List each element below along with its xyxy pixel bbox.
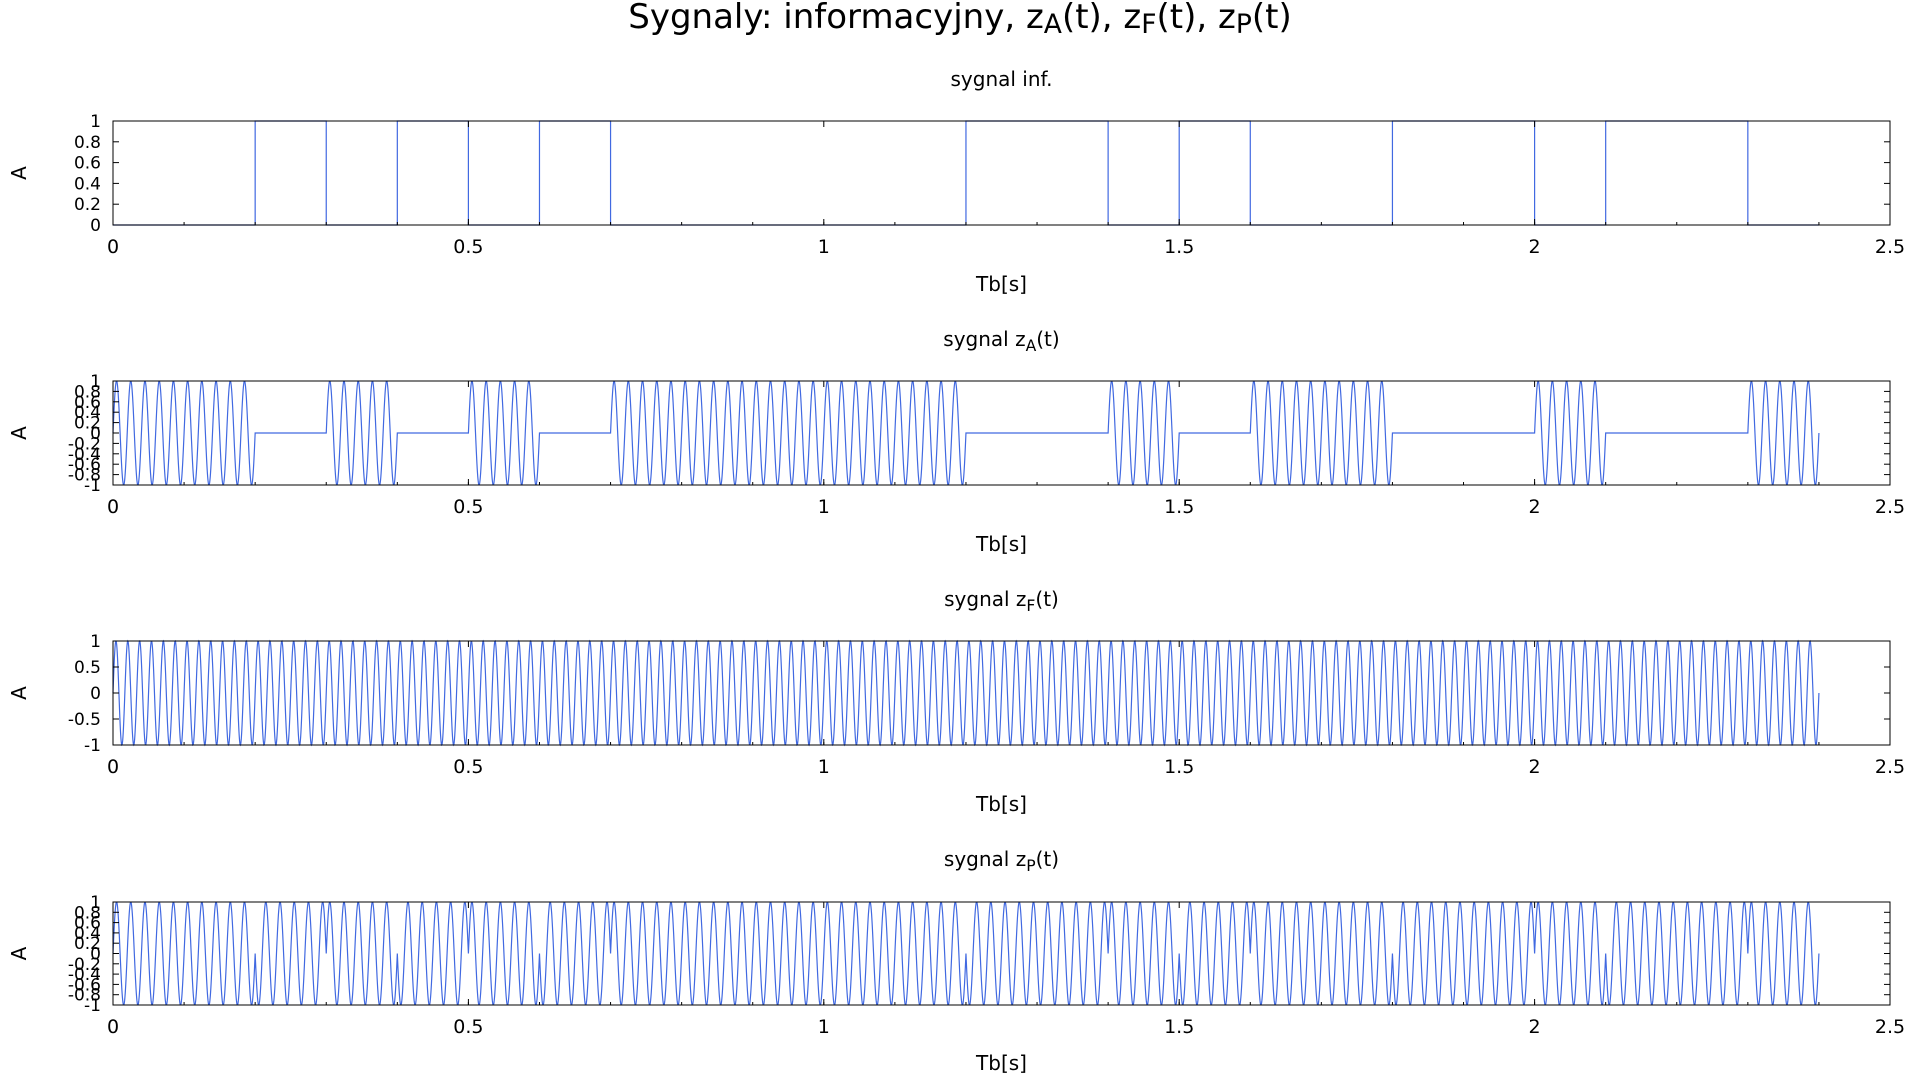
x-axis-label: Tb[s]	[975, 792, 1027, 816]
signal-line	[113, 120, 1819, 226]
y-tick-label: 1	[90, 632, 101, 652]
x-tick-label: 0	[107, 496, 119, 518]
y-tick-label: 1	[90, 893, 101, 913]
x-tick-label: 2	[1529, 1016, 1541, 1038]
subplot-title-part: sygnal z	[943, 327, 1025, 351]
x-tick-label: 0.5	[453, 1016, 483, 1038]
figure-title: Sygnaly: informacyjny, zA(t), zF(t), zP(…	[628, 0, 1291, 40]
signal-line	[112, 380, 1820, 486]
y-tick-label: 0.8	[74, 903, 101, 923]
signal-line	[112, 639, 1820, 747]
y-axis-label: A	[7, 946, 31, 960]
subplot-title-part: sygnal z	[944, 847, 1026, 871]
y-tick-label: -0.4	[68, 965, 101, 985]
y-tick-label: 0.4	[74, 174, 101, 194]
y-tick-label: 0.4	[74, 924, 101, 944]
subplot-title: sygnal zP(t)	[944, 847, 1059, 875]
y-tick-label: 0.6	[74, 393, 101, 413]
subplot-title-part: sygnal inf.	[951, 67, 1053, 91]
subplot-title-part: (t)	[1036, 847, 1059, 871]
subplot-1: sygnal inf.0 0.5 1 1.5 2 2.500.20.40.60.81Tb[…	[7, 67, 1905, 296]
subplot-title-part: F	[1026, 597, 1035, 615]
y-tick-label: 0.4	[74, 403, 101, 423]
y-tick-label: 0.8	[74, 133, 101, 153]
y-tick-label: 0.6	[74, 154, 101, 174]
y-tick-label: 0.6	[74, 914, 101, 934]
figure-title-part: Sygnaly: informacyjny, z	[628, 0, 1044, 37]
figure-title-part: P	[1236, 9, 1252, 40]
x-tick-label: 0.5	[453, 236, 483, 258]
signal-line	[112, 901, 1820, 1006]
x-tick-label: 1.5	[1164, 1016, 1194, 1038]
y-tick-label: -1	[84, 736, 101, 756]
subplot-title-part: (t)	[1036, 327, 1059, 351]
x-tick-label: 1.5	[1164, 756, 1194, 778]
x-tick-label: 1	[818, 756, 830, 778]
y-tick-label: 0.2	[74, 414, 101, 434]
x-tick-label: 1	[818, 236, 830, 258]
x-tick-label: 2	[1529, 496, 1541, 518]
y-tick-label: -0.6	[68, 975, 101, 995]
figure-title-part: F	[1141, 9, 1156, 40]
x-tick-label: 0	[107, 756, 119, 778]
y-tick-label: -1	[84, 476, 101, 496]
y-tick-label: 0	[90, 424, 101, 444]
x-tick-label: 2	[1529, 756, 1541, 778]
x-tick-label: 0	[107, 1016, 119, 1038]
x-axis-label: Tb[s]	[975, 1051, 1027, 1075]
subplot-title-part: sygnal z	[944, 587, 1026, 611]
y-tick-label: 0.5	[74, 658, 101, 678]
y-tick-label: 0.2	[74, 195, 101, 215]
x-tick-label: 2.5	[1875, 496, 1905, 518]
y-tick-label: -0.8	[68, 466, 101, 486]
y-tick-label: -0.2	[68, 434, 101, 454]
y-tick-label: 0	[90, 684, 101, 704]
subplot-3: sygnal zF(t) 0 0.5 1 1.5 2 2.5 -1 -0.5 0 0.5 1 Tb[s]…	[7, 587, 1905, 816]
y-tick-label: -0.2	[68, 955, 101, 975]
y-axis-label: A	[7, 426, 31, 440]
x-tick-label: 0.5	[453, 756, 483, 778]
subplot-title-part: P	[1026, 857, 1035, 875]
x-tick-label: 2.5	[1875, 236, 1905, 258]
y-tick-label: 0	[90, 945, 101, 965]
x-tick-label: 2	[1529, 236, 1541, 258]
x-tick-label: 1.5	[1164, 496, 1194, 518]
subplot-title: sygnal inf.	[951, 67, 1053, 91]
x-tick-label: 1	[818, 496, 830, 518]
y-axis-label: A	[7, 166, 31, 180]
x-tick-label: 2.5	[1875, 1016, 1905, 1038]
x-axis-label: Tb[s]	[975, 532, 1027, 556]
y-tick-label: -0.4	[68, 445, 101, 465]
y-tick-label: 0	[90, 216, 101, 236]
subplot-2: sygnal zA(t)0 0.5 1 1.5 2 2.5-1-0.8-0.6-0.4-0…	[7, 327, 1905, 556]
x-tick-label: 1.5	[1164, 236, 1194, 258]
subplot-title: sygnal zA(t)	[943, 327, 1059, 355]
y-tick-label: 1	[90, 372, 101, 392]
figure-title-part: (t)	[1252, 0, 1292, 37]
x-tick-label: 0	[107, 236, 119, 258]
subplot-title-part: (t)	[1035, 587, 1058, 611]
x-tick-label: 0.5	[453, 496, 483, 518]
figure-title-part: (t), z	[1157, 0, 1236, 37]
axes-frame	[112, 120, 1891, 226]
y-tick-label: -0.8	[68, 986, 101, 1006]
y-tick-label: -1	[84, 996, 101, 1016]
y-tick-label: 1	[90, 112, 101, 132]
subplot-4: sygnal zP(t) 0 0.5 1 1.5 2 2.5 -1-0.8-0.6-0.4-0…	[7, 847, 1905, 1075]
subplot-title-part: A	[1026, 337, 1037, 355]
subplot-title: sygnal zF(t)	[944, 587, 1059, 615]
y-tick-label: 0.2	[74, 934, 101, 954]
figure-title-part: (t), z	[1062, 0, 1141, 37]
x-tick-label: 1	[818, 1016, 830, 1038]
figure-title-part: A	[1044, 9, 1062, 40]
x-tick-label: 2.5	[1875, 756, 1905, 778]
y-tick-label: -0.6	[68, 455, 101, 475]
y-tick-label: -0.5	[68, 710, 101, 730]
x-axis-label: Tb[s]	[975, 272, 1027, 296]
y-axis-label: A	[7, 686, 31, 700]
y-tick-label: 0.8	[74, 382, 101, 402]
